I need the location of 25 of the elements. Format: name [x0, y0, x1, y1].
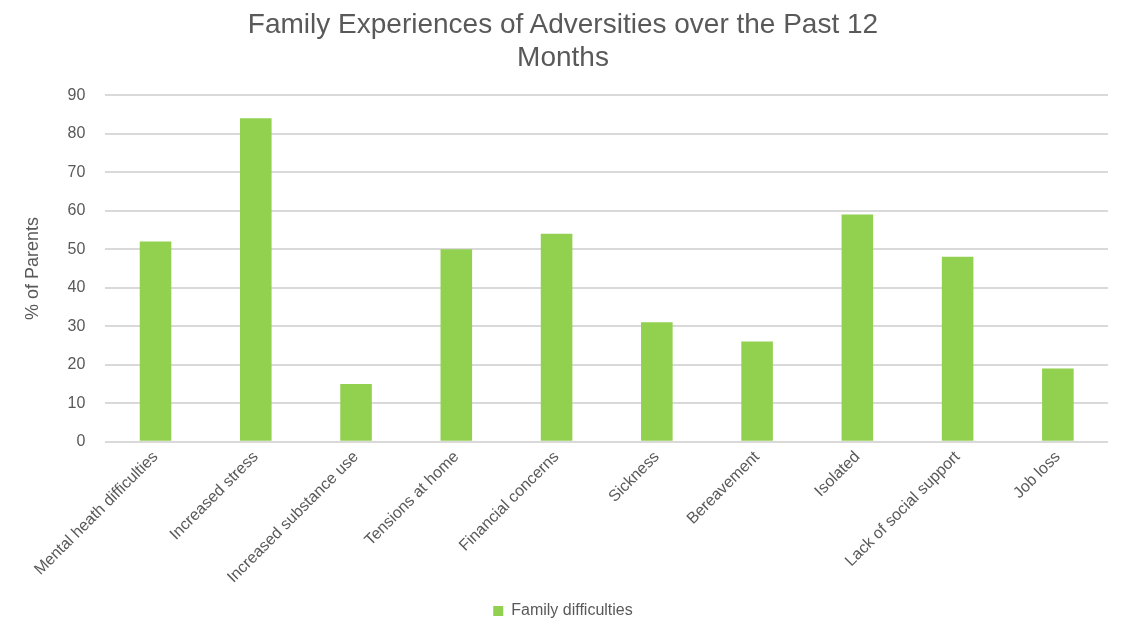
y-tick-label: 30	[67, 316, 86, 334]
bar	[440, 249, 473, 441]
y-tick-label: 50	[67, 239, 86, 257]
y-tick-label: 90	[67, 85, 86, 103]
y-axis-title: % of Parents	[21, 216, 42, 320]
y-tick-label: 10	[67, 393, 86, 411]
text: Months	[517, 41, 609, 73]
x-tick-label: Job loss	[1009, 447, 1064, 502]
bar	[540, 233, 573, 441]
y-tick-label: 40	[67, 278, 86, 296]
bar	[841, 214, 874, 441]
bar	[741, 341, 773, 441]
bar	[139, 241, 172, 441]
bar	[1042, 368, 1074, 441]
legend-label: Family difficulties	[511, 601, 633, 619]
text: Family Experiences of Adversities over the Past 12	[247, 7, 879, 39]
y-tick-label: 70	[67, 162, 86, 180]
bar	[941, 256, 974, 441]
bar	[340, 383, 372, 441]
y-tick-label: 20	[67, 355, 86, 373]
y-tick-label: 60	[67, 201, 86, 219]
y-tick-label: 80	[67, 124, 86, 142]
bar	[641, 322, 673, 441]
y-tick-label: 0	[76, 432, 86, 450]
bar	[240, 118, 272, 441]
